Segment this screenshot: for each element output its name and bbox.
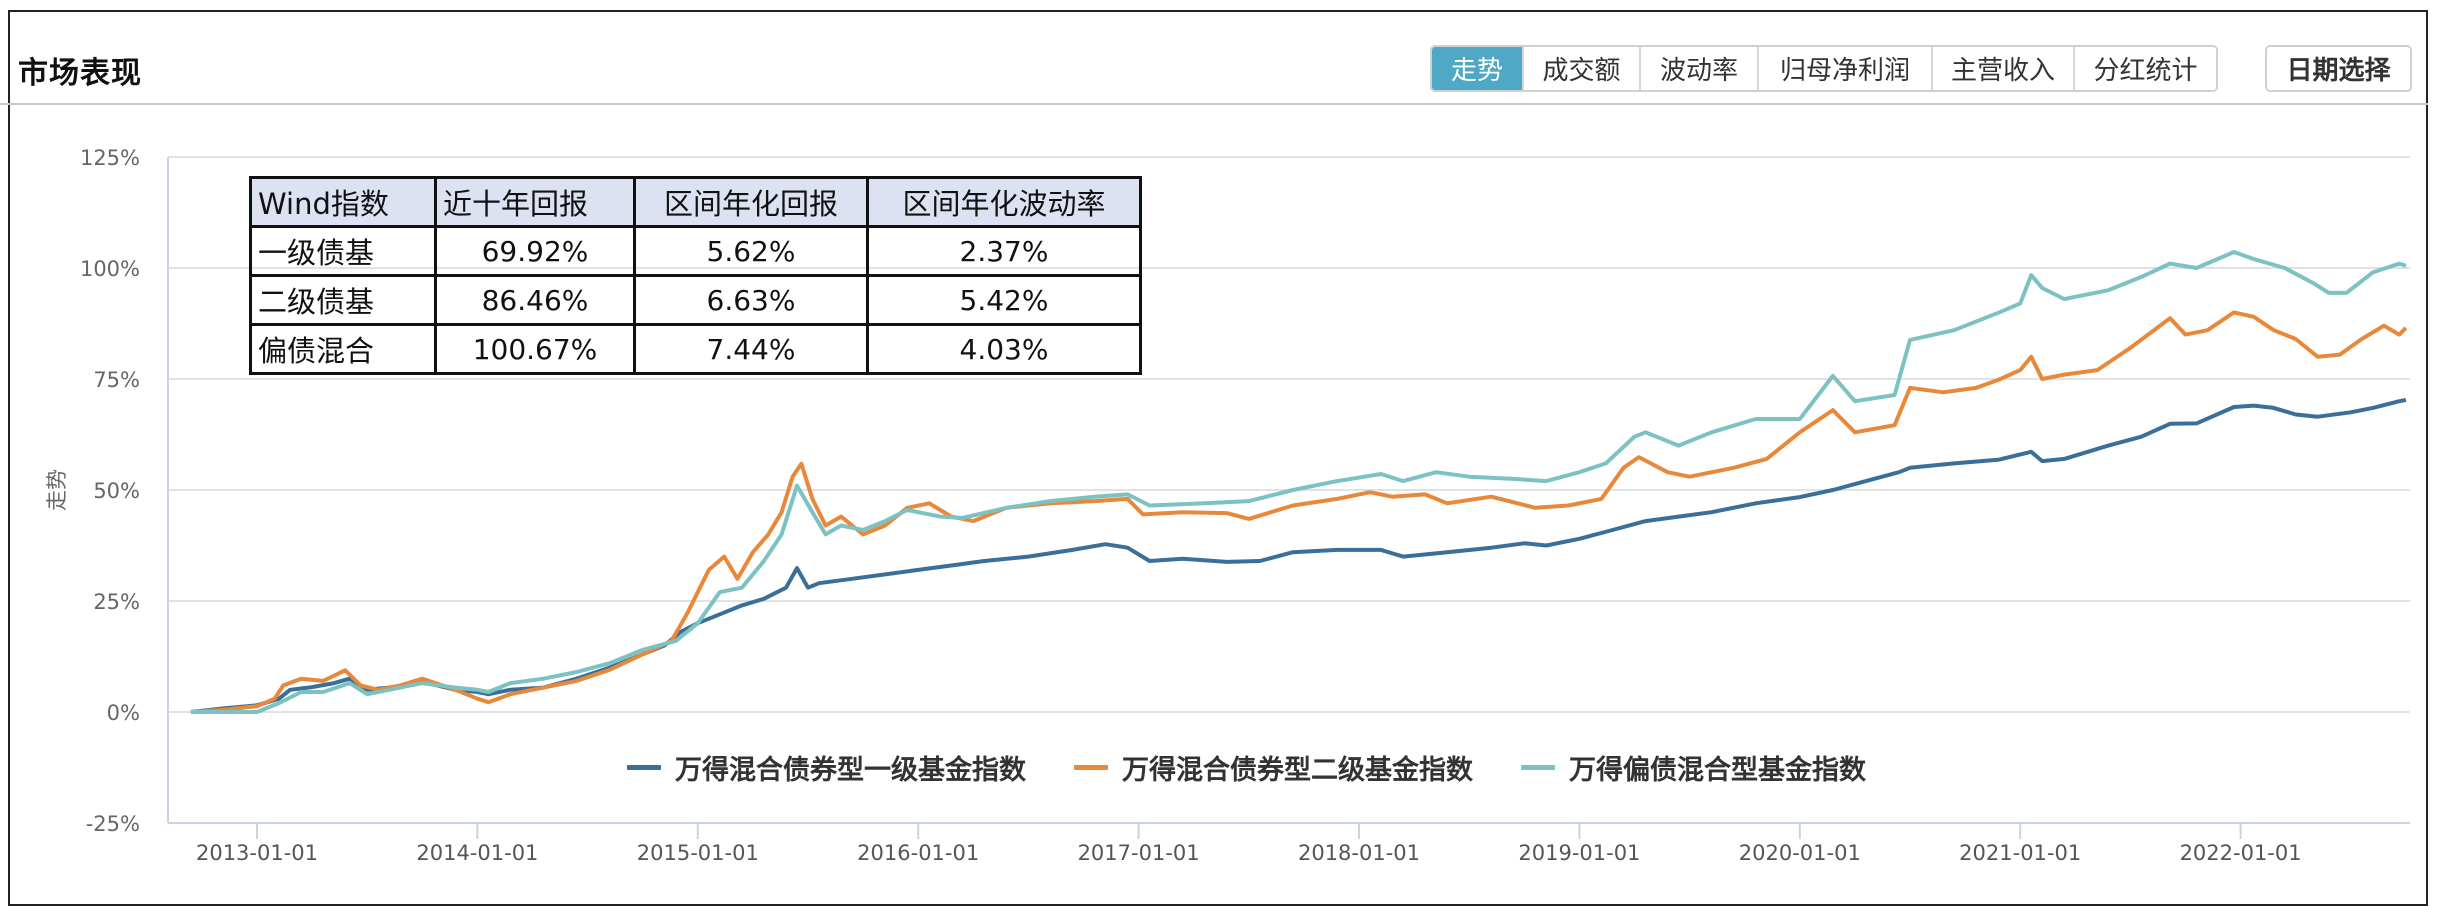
y-tick-label: 50%	[93, 479, 140, 503]
legend-item-tier1-bond[interactable]: 万得混合债券型一级基金指数	[627, 748, 1026, 787]
tab-revenue[interactable]: 主营收入	[1933, 47, 2075, 90]
x-tick-label: 2020-01-01	[1739, 841, 1861, 865]
y-tick-label: 25%	[93, 590, 140, 614]
x-tick-label: 2015-01-01	[637, 841, 759, 865]
page-title: 市场表现	[18, 56, 142, 91]
y-tick-label: -25%	[86, 812, 140, 836]
y-tick-label: 125%	[80, 146, 140, 170]
y-axis-title: 走势	[45, 469, 69, 511]
x-tick-label: 2013-01-01	[196, 841, 318, 865]
legend-line-icon	[627, 765, 661, 770]
cell-annualized-volatility: 5.42%	[866, 274, 1142, 326]
cell-ten-year-return: 100.67%	[434, 323, 636, 375]
legend-label: 万得混合债券型一级基金指数	[675, 755, 1026, 786]
cell-annualized-return: 6.63%	[633, 274, 869, 326]
x-tick-label: 2019-01-01	[1518, 841, 1640, 865]
cell-annualized-volatility: 2.37%	[866, 225, 1142, 277]
legend-item-bond-hybrid[interactable]: 万得偏债混合型基金指数	[1521, 748, 1866, 787]
legend-label: 万得偏债混合型基金指数	[1569, 755, 1866, 786]
series-line	[190, 310, 2408, 714]
tab-volatility[interactable]: 波动率	[1641, 47, 1759, 90]
x-tick-label: 2016-01-01	[857, 841, 979, 865]
x-tick-label: 2017-01-01	[1078, 841, 1200, 865]
header-annualized-volatility: 区间年化波动率	[866, 176, 1142, 228]
series-line	[190, 250, 2407, 714]
chart-legend: 万得混合债券型一级基金指数 万得混合债券型二级基金指数 万得偏债混合型基金指数	[627, 748, 1914, 787]
cell-index-name: 二级债基	[249, 274, 437, 326]
chart-series	[190, 250, 2408, 714]
series-line	[190, 397, 2407, 714]
cell-index-name: 偏债混合	[249, 323, 437, 375]
metric-tab-group: 走势 成交额 波动率 归母净利润 主营收入 分红统计	[1430, 45, 2218, 92]
x-tick-label: 2018-01-01	[1298, 841, 1420, 865]
tab-net-profit[interactable]: 归母净利润	[1759, 47, 1933, 90]
legend-line-icon	[1074, 765, 1108, 770]
market-performance-panel	[8, 10, 2428, 906]
legend-item-tier2-bond[interactable]: 万得混合债券型二级基金指数	[1074, 748, 1473, 787]
cell-annualized-volatility: 4.03%	[866, 323, 1142, 375]
tab-dividend[interactable]: 分红统计	[2075, 47, 2216, 90]
y-axis: 125% 100% 75% 50% 25% 0% -25%	[80, 146, 169, 836]
tab-turnover[interactable]: 成交额	[1524, 47, 1641, 90]
cell-index-name: 一级债基	[249, 225, 437, 277]
header-annualized-return: 区间年化回报	[633, 176, 869, 228]
table-row: 偏债混合 100.67% 7.44% 4.03%	[249, 323, 1142, 375]
cell-ten-year-return: 86.46%	[434, 274, 636, 326]
tab-trend[interactable]: 走势	[1432, 47, 1524, 90]
y-tick-label: 75%	[93, 368, 140, 392]
header-index: Wind指数	[249, 176, 437, 228]
x-tick-label: 2014-01-01	[416, 841, 538, 865]
x-tick-label: 2022-01-01	[2180, 841, 2302, 865]
stats-table: Wind指数 近十年回报 区间年化回报 区间年化波动率 一级债基 69.92% …	[249, 176, 1142, 375]
y-tick-label: 100%	[80, 257, 140, 281]
y-tick-label: 0%	[107, 701, 140, 725]
stats-table-header: Wind指数 近十年回报 区间年化回报 区间年化波动率	[249, 176, 1142, 228]
table-row: 二级债基 86.46% 6.63% 5.42%	[249, 274, 1142, 326]
x-axis: 2013-01-01 2014-01-01 2015-01-01 2016-01-01…	[168, 822, 2410, 865]
cell-annualized-return: 7.44%	[633, 323, 869, 375]
header-divider	[0, 103, 2428, 105]
table-row: 一级债基 69.92% 5.62% 2.37%	[249, 225, 1142, 277]
legend-line-icon	[1521, 765, 1555, 770]
cell-ten-year-return: 69.92%	[434, 225, 636, 277]
header-ten-year-return: 近十年回报	[434, 176, 636, 228]
x-tick-label: 2021-01-01	[1959, 841, 2081, 865]
legend-label: 万得混合债券型二级基金指数	[1122, 755, 1473, 786]
cell-annualized-return: 5.62%	[633, 225, 869, 277]
date-select-button[interactable]: 日期选择	[2265, 45, 2412, 92]
